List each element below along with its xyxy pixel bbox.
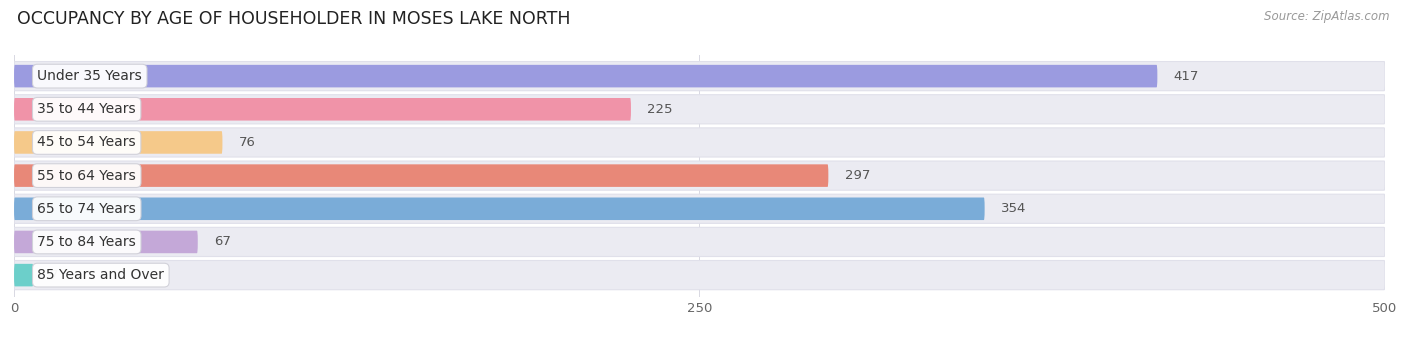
- FancyBboxPatch shape: [14, 264, 34, 286]
- Text: Source: ZipAtlas.com: Source: ZipAtlas.com: [1264, 10, 1389, 23]
- FancyBboxPatch shape: [14, 231, 198, 253]
- Text: 65 to 74 Years: 65 to 74 Years: [38, 202, 136, 216]
- Text: 35 to 44 Years: 35 to 44 Years: [38, 102, 136, 116]
- Text: 85 Years and Over: 85 Years and Over: [38, 268, 165, 282]
- FancyBboxPatch shape: [14, 197, 984, 220]
- Text: 45 to 54 Years: 45 to 54 Years: [38, 135, 136, 149]
- Text: 76: 76: [239, 136, 256, 149]
- Text: 7: 7: [49, 269, 58, 282]
- Text: 67: 67: [214, 235, 231, 249]
- FancyBboxPatch shape: [14, 227, 1385, 256]
- FancyBboxPatch shape: [14, 164, 828, 187]
- FancyBboxPatch shape: [14, 61, 1385, 91]
- Text: 354: 354: [1001, 202, 1026, 215]
- Text: 55 to 64 Years: 55 to 64 Years: [38, 168, 136, 183]
- Text: Under 35 Years: Under 35 Years: [38, 69, 142, 83]
- FancyBboxPatch shape: [14, 128, 1385, 157]
- Text: 417: 417: [1174, 70, 1199, 83]
- FancyBboxPatch shape: [14, 65, 1157, 87]
- Text: 297: 297: [845, 169, 870, 182]
- Text: OCCUPANCY BY AGE OF HOUSEHOLDER IN MOSES LAKE NORTH: OCCUPANCY BY AGE OF HOUSEHOLDER IN MOSES…: [17, 10, 571, 28]
- FancyBboxPatch shape: [14, 261, 1385, 290]
- FancyBboxPatch shape: [14, 161, 1385, 190]
- Text: 75 to 84 Years: 75 to 84 Years: [38, 235, 136, 249]
- FancyBboxPatch shape: [14, 131, 222, 154]
- FancyBboxPatch shape: [14, 194, 1385, 223]
- FancyBboxPatch shape: [14, 95, 1385, 124]
- Text: 225: 225: [647, 103, 673, 116]
- FancyBboxPatch shape: [14, 98, 631, 121]
